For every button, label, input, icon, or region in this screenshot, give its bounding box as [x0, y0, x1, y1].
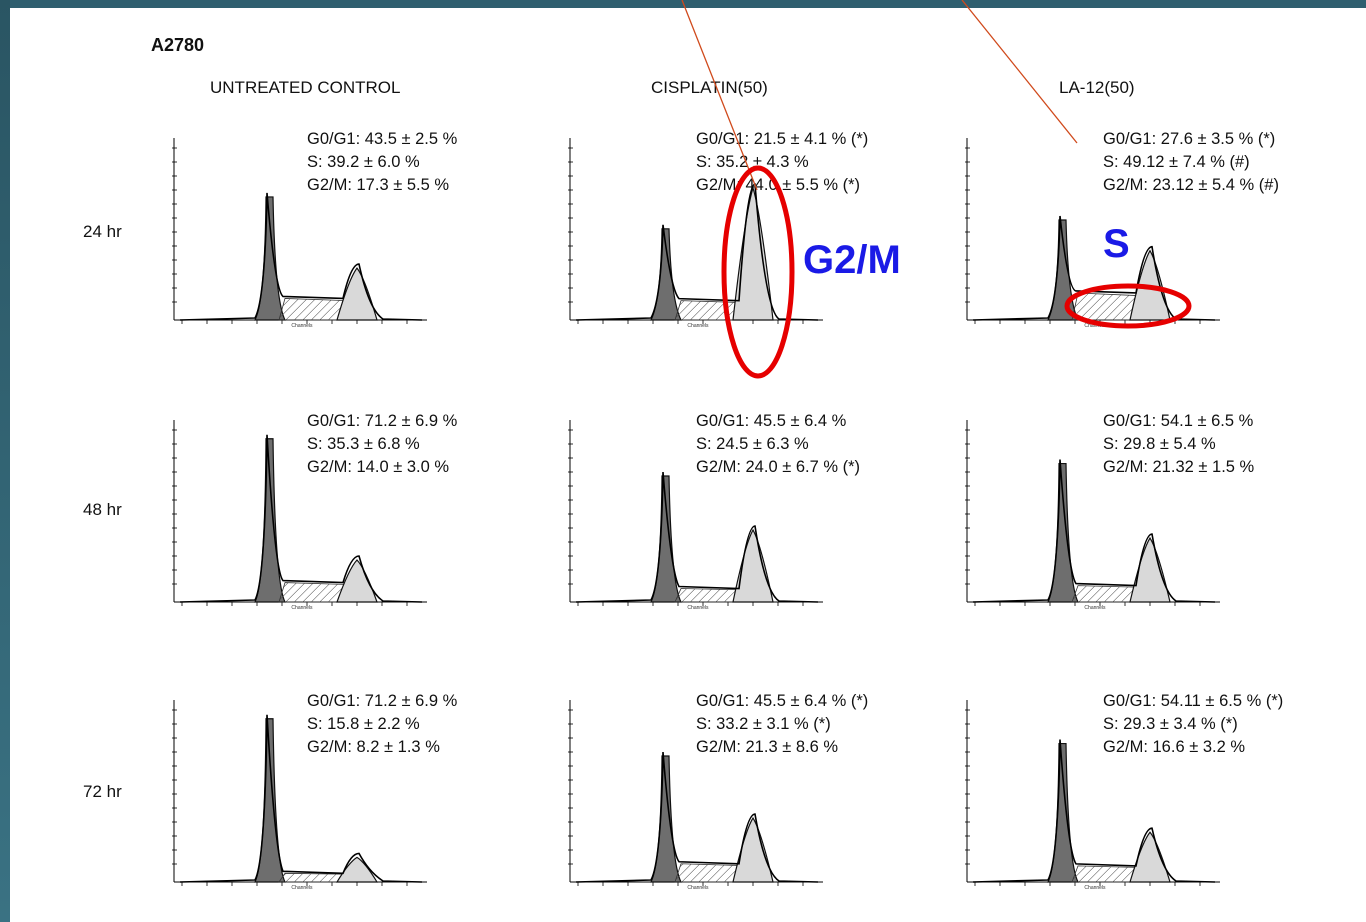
stat-line-r1c1-1: S: 24.5 ± 6.3 %	[696, 435, 809, 453]
stat-line-r2c0-0: G0/G1: 71.2 ± 6.9 %	[307, 692, 458, 710]
histogram-envelope	[972, 739, 1216, 883]
stat-line-r1c1-0: G0/G1: 45.5 ± 6.4 %	[696, 412, 847, 430]
stat-line-r1c0-1: S: 35.3 ± 6.8 %	[307, 435, 420, 453]
column-header-cisplatin: CISPLATIN(50)	[651, 78, 768, 97]
histogram-envelope	[972, 459, 1216, 603]
histogram-r2c0: Channels	[172, 700, 427, 890]
row-label-48hr: 48 hr	[83, 500, 122, 519]
g2m-peak	[1129, 536, 1171, 603]
g2m-peak	[732, 185, 774, 321]
stat-line-r2c2-0: G0/G1: 54.11 ± 6.5 % (*)	[1103, 692, 1284, 710]
stat-line-r2c1-1: S: 33.2 ± 3.1 % (*)	[696, 715, 831, 733]
x-axis-label: Channels	[1084, 605, 1106, 610]
figure-panel	[10, 0, 1366, 922]
stat-line-r0c0-2: G2/M: 17.3 ± 5.5 %	[307, 176, 450, 194]
histogram-r1c2: Channels	[965, 420, 1220, 610]
histogram-envelope	[575, 183, 819, 321]
histogram-r1c1: Channels	[568, 420, 823, 610]
histogram-envelope	[179, 434, 423, 603]
g2m-peak	[732, 528, 774, 603]
histogram-envelope	[575, 471, 819, 603]
annotation-g2m: G2/M	[803, 238, 901, 282]
x-axis-label: Channels	[687, 323, 709, 328]
stat-line-r2c1-2: G2/M: 21.3 ± 8.6 %	[696, 738, 839, 756]
figure-title: A2780	[151, 35, 205, 55]
histogram-r0c0: Channels	[172, 138, 427, 328]
x-axis-label: Channels	[1084, 885, 1106, 890]
histogram-r0c1: Channels	[568, 138, 823, 328]
arrow-line-s	[961, 0, 1078, 144]
stat-line-r0c0-0: G0/G1: 43.5 ± 2.5 %	[307, 130, 458, 148]
s-highlight-ellipse	[1064, 283, 1192, 329]
stat-line-r2c0-2: G2/M: 8.2 ± 1.3 %	[307, 738, 440, 756]
stat-line-r2c0-1: S: 15.8 ± 2.2 %	[307, 715, 420, 733]
row-label-72hr: 72 hr	[83, 782, 122, 801]
g2m-highlight-ellipse	[721, 165, 795, 379]
histogram-r1c0: Channels	[172, 420, 427, 610]
stat-line-r1c2-2: G2/M: 21.32 ± 1.5 %	[1103, 458, 1255, 476]
stat-line-r1c0-2: G2/M: 14.0 ± 3.0 %	[307, 458, 450, 476]
column-header-untreated: UNTREATED CONTROL	[210, 78, 401, 97]
x-axis-label: Channels	[687, 605, 709, 610]
stat-line-r0c2-2: G2/M: 23.12 ± 5.4 % (#)	[1103, 176, 1279, 194]
histogram-envelope	[575, 751, 819, 883]
x-axis-label: Channels	[291, 323, 313, 328]
stat-line-r0c0-1: S: 39.2 ± 6.0 %	[307, 153, 420, 171]
row-label-24hr: 24 hr	[83, 222, 122, 241]
histogram-envelope	[179, 714, 423, 883]
annotation-s: S	[1103, 222, 1130, 266]
histogram-r2c1: Channels	[568, 700, 823, 890]
column-header-la12: LA-12(50)	[1059, 78, 1135, 97]
stat-line-r0c2-0: G0/G1: 27.6 ± 3.5 % (*)	[1103, 130, 1276, 148]
stat-line-r1c2-0: G0/G1: 54.1 ± 6.5 %	[1103, 412, 1254, 430]
x-axis-label: Channels	[1084, 323, 1106, 328]
histogram-envelope	[972, 215, 1216, 321]
stat-line-r2c2-1: S: 29.3 ± 3.4 % (*)	[1103, 715, 1238, 733]
histogram-r2c2: Channels	[965, 700, 1220, 890]
stat-line-r2c1-0: G0/G1: 45.5 ± 6.4 % (*)	[696, 692, 869, 710]
stat-line-r2c2-2: G2/M: 16.6 ± 3.2 %	[1103, 738, 1246, 756]
x-axis-label: Channels	[291, 605, 313, 610]
slide-top-band	[10, 0, 1366, 8]
stat-line-r1c0-0: G0/G1: 71.2 ± 6.9 %	[307, 412, 458, 430]
stat-line-r0c2-1: S: 49.12 ± 7.4 % (#)	[1103, 153, 1250, 171]
stat-line-r1c1-2: G2/M: 24.0 ± 6.7 % (*)	[696, 458, 861, 476]
x-axis-label: Channels	[291, 885, 313, 890]
arrow-line-g2m	[681, 0, 758, 191]
stat-line-r0c1-1: S: 35.2 ± 4.3 %	[696, 153, 809, 171]
x-axis-label: Channels	[687, 885, 709, 890]
slide-edge	[0, 0, 10, 922]
stat-line-r1c2-1: S: 29.8 ± 5.4 %	[1103, 435, 1216, 453]
histogram-envelope	[179, 192, 423, 321]
